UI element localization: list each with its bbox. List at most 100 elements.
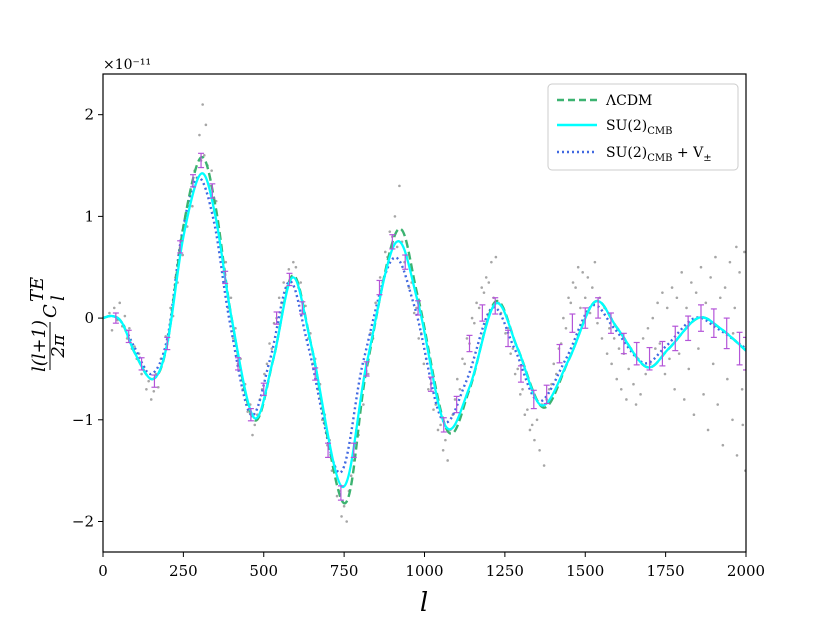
scatter-point-182	[542, 464, 546, 467]
scatter-point-18	[152, 390, 156, 393]
error-bar-47	[710, 308, 717, 339]
scatter-point-162	[494, 255, 498, 259]
scatter-point-234	[668, 357, 671, 361]
scatter-point-6	[123, 314, 127, 318]
scatter-point-210	[610, 362, 613, 366]
legend-label-su2cmb-v-suffix: + V	[672, 145, 704, 161]
scatter-point-98	[340, 515, 343, 518]
series-layer	[103, 156, 746, 505]
scatter-point-141	[444, 438, 447, 442]
error-bar-31	[505, 329, 512, 348]
scatter-point-120	[393, 215, 397, 218]
legend-box	[547, 83, 739, 171]
error-bar-32	[517, 365, 524, 383]
error-bar-23	[402, 254, 409, 270]
scatter-point-15	[145, 387, 148, 391]
error-bar-13	[273, 311, 280, 325]
scatter-point-79	[294, 265, 298, 269]
scatter-point-241	[685, 306, 688, 310]
scatter-point-30	[181, 253, 185, 257]
scatter-point-128	[412, 311, 416, 315]
scatter-point-83	[304, 304, 307, 308]
scatter-point-233	[665, 306, 669, 310]
scatter-point-69	[270, 347, 274, 350]
scatter-point-13	[140, 372, 143, 376]
error-bar-26	[440, 417, 447, 433]
scatter-point-194	[571, 281, 575, 284]
error-bar-38	[595, 297, 602, 319]
legend-label-su2cmb-v-sub: CMB	[647, 153, 672, 164]
scatter-point-229	[656, 301, 659, 305]
scatter-point-204	[596, 321, 599, 325]
scatter-point-132	[422, 362, 426, 366]
scatter-point-222	[639, 393, 642, 396]
scatter-point-40	[202, 154, 206, 157]
scatter-point-176	[528, 428, 532, 432]
y-label-numerator: l(l+1)	[29, 320, 50, 372]
x-tick-label-7: 1750	[647, 562, 685, 580]
x-axis-label: l	[420, 588, 428, 618]
scatter-point-246	[697, 347, 700, 350]
y-label-symbol: C	[40, 304, 61, 318]
y-tick-label-4: 2	[84, 106, 94, 124]
y-axis-label: l(l+1) 2π C TE l	[27, 277, 69, 372]
scatter-point-44	[210, 169, 213, 172]
error-bar-40	[620, 332, 627, 355]
scatter-point-146	[455, 377, 459, 381]
scatter-point-185	[550, 382, 553, 386]
scatter-point-231	[661, 291, 664, 294]
x-tick-label-1: 250	[169, 562, 198, 580]
scatter-point-258	[726, 377, 729, 381]
y-tick-label-0: −2	[72, 512, 94, 530]
error-bar-4	[164, 336, 171, 351]
error-bar-9	[222, 270, 229, 285]
scatter-point-201	[588, 311, 592, 315]
scatter-point-253	[714, 255, 717, 259]
x-tick-label-3: 750	[330, 562, 359, 580]
scatter-point-159	[487, 281, 491, 284]
x-tick-label-4: 1000	[405, 562, 443, 580]
y-offset-label: ×10⁻¹¹	[103, 57, 151, 73]
scatter-point-224	[644, 372, 647, 376]
scatter-point-138	[436, 428, 440, 432]
scatter-point-61	[251, 433, 254, 437]
scatter-point-232	[663, 372, 667, 376]
scatter-point-236	[673, 387, 676, 391]
scatter-point-172	[519, 393, 522, 396]
x-tick-label-6: 1500	[566, 562, 604, 580]
error-bar-22	[389, 234, 396, 250]
scatter-point-116	[383, 250, 387, 254]
scatter-point-158	[484, 276, 488, 279]
y-axis: −2 −1 0 1 2	[72, 106, 103, 530]
scatter-point-251	[709, 276, 712, 279]
scatter-point-197	[579, 306, 582, 310]
scatter-point-242	[687, 367, 691, 371]
error-bar-30	[492, 297, 499, 315]
legend-label-su2cmb-v-suffix-sub: ±	[703, 153, 711, 164]
error-bar-7	[198, 152, 205, 169]
error-bar-6	[190, 174, 197, 188]
scatter-point-177	[530, 423, 534, 427]
error-bar-43	[659, 340, 666, 367]
scatter-point-228	[654, 347, 657, 350]
scatter-point-190	[562, 316, 565, 320]
scatter-point-235	[670, 286, 674, 289]
scatter-point-17	[149, 398, 153, 401]
x-axis: 0 250 500 750 1000 1250 1500 1750 2000	[98, 552, 765, 580]
scatter-point-53	[231, 337, 235, 340]
scatter-point-219	[632, 382, 635, 386]
scatter-point-118	[388, 230, 392, 233]
scatter-point-8	[128, 326, 131, 330]
legend-label-su2cmb-sub: CMB	[647, 126, 672, 137]
scatter-point-247	[699, 265, 703, 269]
error-bar-41	[633, 341, 640, 366]
scatter-point-112	[374, 301, 377, 305]
error-bar-8	[209, 183, 216, 199]
error-bar-28	[466, 334, 473, 353]
scatter-point-239	[680, 271, 683, 274]
scatter-point-243	[690, 281, 693, 284]
error-bar-46	[697, 304, 704, 332]
legend: ΛCDM SU(2)CMB SU(2)CMB + V±	[547, 83, 739, 171]
x-tick-label-2: 500	[249, 562, 278, 580]
scatter-point-227	[651, 316, 655, 320]
